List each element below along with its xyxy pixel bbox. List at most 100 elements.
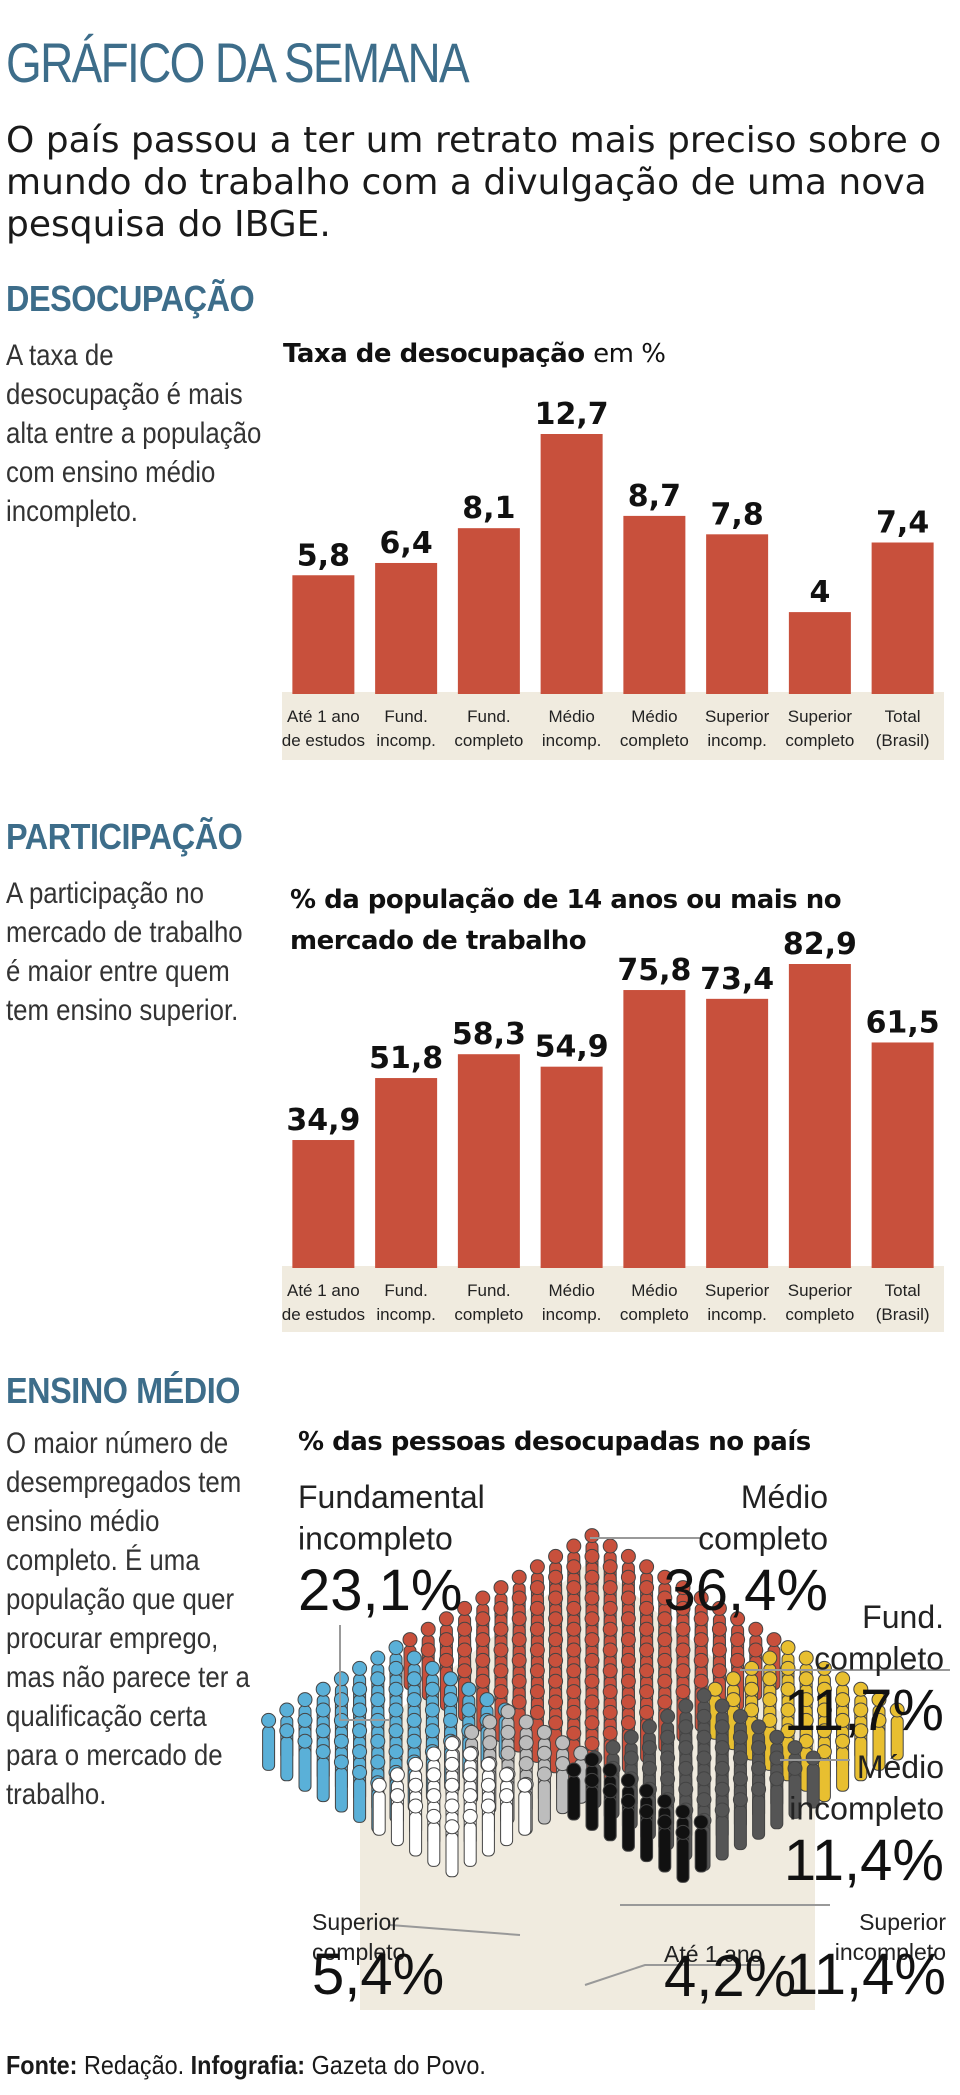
category-label: Total (Brasil) [876, 707, 930, 750]
bar [871, 542, 934, 694]
slice-label: Superior incompleto [835, 1909, 947, 1965]
person-icon [536, 1766, 552, 1825]
bar-value-label: 5,8 [297, 538, 350, 573]
person-icon [602, 1783, 618, 1842]
category-label: Superior incomp. [705, 707, 770, 750]
bar [788, 964, 851, 1268]
section-text-ensino-medio: O maior número de desempregados tem ensi… [6, 1427, 250, 1811]
source-line: Fonte: Redação. Infografia: Gazeta do Po… [6, 2050, 486, 2081]
bar [540, 434, 603, 694]
person-icon [371, 1777, 387, 1836]
person-icon [639, 1804, 655, 1863]
bar-value-label: 7,8 [711, 497, 764, 532]
slice-value-label: 5,4% [312, 1942, 444, 2007]
bar-value-label: 54,9 [535, 1030, 609, 1065]
bar-value-label: 34,9 [286, 1103, 360, 1138]
chart1-title-unit: em % [593, 339, 666, 369]
slice-label: Fund. completo [814, 1599, 944, 1677]
bar [457, 528, 520, 694]
person-icon [693, 1814, 709, 1873]
person-icon [480, 1798, 496, 1857]
person-icon [517, 1777, 533, 1836]
slice-label: Médio completo [698, 1479, 828, 1557]
leader-line [339, 1625, 390, 1721]
person-icon [444, 1819, 460, 1878]
page-kicker: GRÁFICO DA SEMANA [6, 31, 470, 94]
slice-label: Até 1 ano [664, 1941, 762, 1967]
category-label: Superior completo [785, 707, 854, 750]
person-icon [853, 1723, 869, 1782]
slice-value-label: 11,4% [784, 1828, 944, 1893]
person-icon [408, 1798, 424, 1857]
bar [871, 1042, 934, 1268]
infografia-value: Gazeta do Povo. [305, 2050, 486, 2080]
leader-line [389, 1924, 521, 1936]
person-icon [279, 1723, 295, 1782]
section-title-desocupacao: DESOCUPAÇÃO [6, 278, 255, 319]
person-icon [261, 1712, 277, 1771]
chart2-title: % da população de 14 anos ou mais no mer… [290, 885, 842, 956]
slice-value-label: 36,4% [664, 1558, 828, 1623]
source-value: Redação. [77, 2050, 185, 2080]
person-icon [889, 1702, 905, 1761]
infografia-label: Infografia: [184, 2050, 306, 2080]
category-label: Fund. completo [454, 1281, 523, 1324]
slice-value-label: 11,4% [786, 1942, 946, 2007]
bar-value-label: 8,1 [462, 491, 515, 526]
person-icon [297, 1733, 313, 1792]
bar [292, 575, 355, 694]
person-icon [787, 1760, 803, 1819]
category-label: Fund. completo [454, 707, 523, 750]
person-icon [389, 1788, 405, 1847]
bar [706, 998, 769, 1268]
category-label: Superior completo [785, 1281, 854, 1324]
bar [540, 1066, 603, 1268]
category-label: Superior incomp. [705, 1281, 770, 1324]
category-label: Fund. incomp. [376, 1281, 436, 1324]
bar-value-label: 73,4 [700, 962, 774, 997]
person-icon [333, 1754, 349, 1813]
lead-text: O país passou a ter um retrato mais prec… [6, 120, 942, 245]
slice-label: Superior completo [312, 1909, 405, 1965]
slice-value-label: 4,2% [664, 1944, 796, 2009]
bar-chart-2: 34,9 Até 1 ano de estudos 51,8 Fund. incomp. 5… [282, 927, 944, 1332]
person-icon [352, 1764, 368, 1823]
person-icon [620, 1793, 636, 1852]
category-label: Médio incomp. [542, 1281, 602, 1324]
person-icon [835, 1733, 851, 1792]
person-icon [499, 1788, 515, 1847]
section-title-ensino-medio: ENSINO MÉDIO [6, 1370, 241, 1411]
category-label: Médio completo [620, 707, 689, 750]
bar-value-label: 82,9 [783, 927, 857, 962]
category-label: Total (Brasil) [876, 1281, 930, 1324]
person-icon [871, 1712, 887, 1771]
person-icon [462, 1808, 478, 1867]
bar-value-label: 58,3 [452, 1017, 526, 1052]
bar-value-label: 75,8 [617, 953, 691, 988]
category-label: Médio incomp. [542, 707, 602, 750]
chart1-title: Taxa de desocupação em % [283, 334, 933, 375]
bar-value-label: 51,8 [369, 1041, 443, 1076]
person-icon [769, 1771, 785, 1830]
person-icon [584, 1772, 600, 1831]
category-label: Médio completo [620, 1281, 689, 1324]
chart1-title-main: Taxa de desocupação [283, 339, 585, 369]
chart3-title: % das pessoas desocupadas no país [298, 1427, 811, 1457]
bar [375, 1078, 438, 1268]
bar [292, 1140, 355, 1268]
slice-label: Médio incompleto [789, 1749, 944, 1827]
person-icon [315, 1744, 331, 1803]
bar-chart-1: 5,8 Até 1 ano de estudos 6,4 Fund. incomp. 8,1… [282, 397, 944, 760]
leader-line [584, 1964, 760, 1986]
person-icon [751, 1781, 767, 1840]
category-band [282, 692, 944, 760]
bar [788, 612, 851, 694]
person-icon [805, 1750, 821, 1809]
slice-label: Fundamental incompleto [298, 1479, 485, 1557]
category-label: Fund. incomp. [376, 707, 436, 750]
bar [375, 562, 438, 694]
bar-value-label: 61,5 [866, 1005, 940, 1040]
person-icon [732, 1792, 748, 1851]
section-title-participacao: PARTICIPAÇÃO [6, 816, 243, 857]
